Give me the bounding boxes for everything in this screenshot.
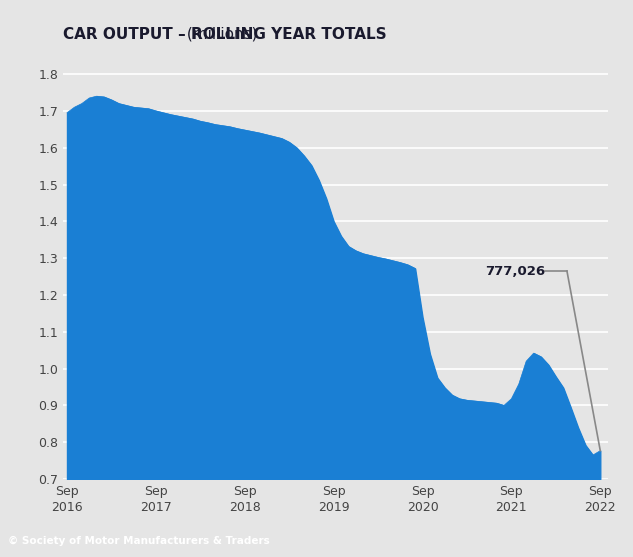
Text: 777,026: 777,026 — [486, 265, 546, 277]
Text: (millions): (millions) — [182, 27, 257, 42]
Text: CAR OUTPUT – ROLLING YEAR TOTALS: CAR OUTPUT – ROLLING YEAR TOTALS — [63, 27, 387, 42]
Text: © Society of Motor Manufacturers & Traders: © Society of Motor Manufacturers & Trade… — [8, 536, 270, 546]
